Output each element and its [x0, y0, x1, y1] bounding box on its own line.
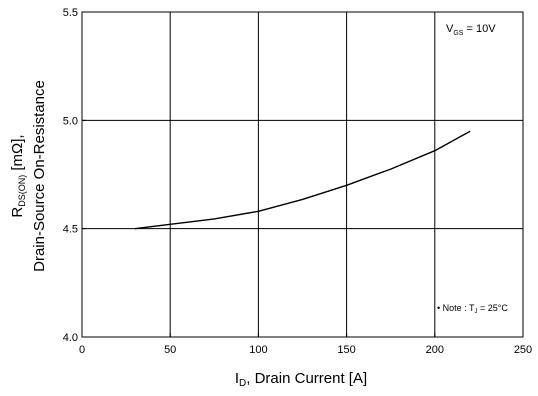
y-tick-label: 4.0 — [63, 332, 78, 344]
vgs-annotation: VGS = 10V — [446, 23, 496, 37]
y-axis-title-line1: RDS(ON) [mΩ], — [9, 134, 27, 217]
y-tick-label: 4.5 — [63, 224, 78, 236]
series-layer — [134, 130, 471, 230]
x-tick-label: 250 — [514, 344, 532, 356]
x-tick-label: 0 — [79, 344, 85, 356]
y-axis-title: RDS(ON) [mΩ], Drain-Source On-Resistance — [9, 80, 48, 272]
series-line — [134, 130, 471, 230]
plot-frame — [81, 11, 524, 338]
y-axis-title-line2: Drain-Source On-Resistance — [31, 80, 48, 272]
x-tick-label: 200 — [426, 344, 444, 356]
x-tick-label: 100 — [249, 344, 267, 356]
x-tick-label: 150 — [337, 344, 355, 356]
x-axis-title: ID, Drain Current [A] — [235, 370, 367, 389]
x-tick-label: 50 — [164, 344, 176, 356]
note-annotation: • Note : TJ = 25°C — [437, 303, 508, 315]
grid-layer — [82, 12, 523, 337]
y-tick-label: 5.5 — [63, 7, 78, 19]
y-tick-label: 5.0 — [63, 115, 78, 127]
tick-layer: 0 50 100 150 200 250 4.0 4.5 5.0 5.5 — [63, 7, 532, 356]
